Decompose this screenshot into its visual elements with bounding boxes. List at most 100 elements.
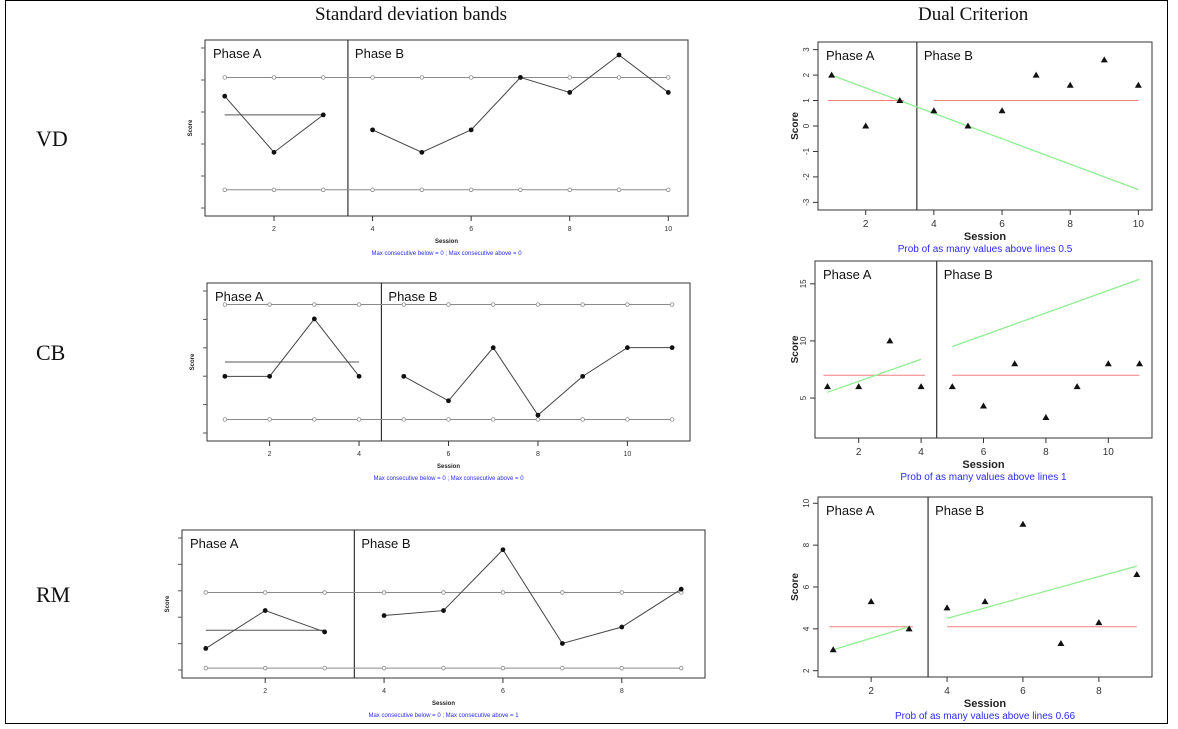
data-point xyxy=(828,71,836,78)
lower-sd-band-marker xyxy=(370,187,375,192)
x-tick-label: 2 xyxy=(263,688,267,695)
plot-area xyxy=(817,496,1153,678)
data-point xyxy=(1066,81,1074,88)
upper-sd-band-marker xyxy=(203,590,208,595)
lower-sd-band-marker xyxy=(446,417,451,422)
x-axis-title: Session xyxy=(437,464,460,470)
phase-b-trend-line xyxy=(952,278,1140,348)
data-point xyxy=(886,337,894,344)
phase-a-label: Phase A xyxy=(213,46,262,61)
lower-sd-band-marker xyxy=(567,187,572,192)
lower-sd-band-marker xyxy=(419,187,425,192)
data-point xyxy=(203,646,209,651)
data-point xyxy=(1104,360,1112,367)
lower-sd-band-marker xyxy=(381,665,387,671)
phase-a-series-line xyxy=(224,95,324,154)
data-point xyxy=(665,90,671,95)
lower-sd-band-marker xyxy=(222,187,227,192)
data-point xyxy=(624,345,630,351)
phase-a-label: Phase A xyxy=(826,48,875,63)
data-point xyxy=(1073,383,1081,390)
phase-b-label: Phase B xyxy=(388,289,437,304)
row-label-rm: RM xyxy=(36,582,71,607)
lower-sd-band-marker xyxy=(267,417,272,422)
phase-b-label: Phase B xyxy=(944,267,993,282)
footnote: Prob of as many values above lines 0.5 xyxy=(898,244,1073,255)
data-point xyxy=(855,383,863,390)
x-tick-label: 4 xyxy=(918,447,924,458)
footnote: Max consecutive below = 0 ; Max consecut… xyxy=(368,713,519,719)
y-axis-title: Score xyxy=(790,573,801,601)
data-point xyxy=(1057,640,1065,647)
upper-sd-band-marker xyxy=(222,302,228,307)
phase-b-series-line xyxy=(372,54,669,153)
data-point xyxy=(1133,570,1141,577)
x-tick-label: 8 xyxy=(1067,219,1073,230)
data-point xyxy=(1134,81,1142,88)
y-tick-label: 10 xyxy=(802,498,811,507)
phase-a-label: Phase A xyxy=(823,267,872,282)
upper-sd-band-marker xyxy=(446,302,451,307)
data-point xyxy=(518,75,523,80)
lower-sd-band-marker xyxy=(669,417,675,422)
chart-rm-dual-criterion: Phase A Phase B 2 4 6 8 2 4 6 8 10 Session Score Prob… xyxy=(790,496,1153,722)
upper-sd-band-marker xyxy=(491,302,496,307)
data-point xyxy=(867,598,875,605)
phase-a-series-line xyxy=(205,610,325,649)
phase-b-trend-line xyxy=(946,565,1137,620)
x-tick-label: 4 xyxy=(371,226,375,233)
lower-sd-band-marker xyxy=(518,187,523,192)
phase-a-series-line xyxy=(224,318,360,377)
x-tick-label: 2 xyxy=(268,451,272,458)
x-tick-label: 8 xyxy=(1096,686,1102,697)
plot-area xyxy=(814,260,1153,439)
y-axis-title: Score xyxy=(790,112,801,140)
x-tick-label: 2 xyxy=(856,447,862,458)
upper-sd-band-marker xyxy=(500,590,506,595)
data-point xyxy=(669,345,675,351)
data-point xyxy=(222,373,228,379)
data-point xyxy=(862,122,870,129)
data-point xyxy=(262,608,268,613)
x-tick-label: 6 xyxy=(501,688,505,695)
footnote: Prob of as many values above lines 1 xyxy=(900,472,1067,483)
upper-sd-band-marker xyxy=(666,75,671,80)
data-point xyxy=(1019,520,1027,527)
footnote: Max consecutive below = 0 ; Max consecut… xyxy=(373,476,524,482)
x-axis-title: Session xyxy=(435,239,458,245)
y-tick-label: 2 xyxy=(802,668,811,673)
phase-b-label: Phase B xyxy=(361,536,410,551)
footnote: Prob of as many values above lines 0.66 xyxy=(895,711,1076,722)
upper-sd-band-marker xyxy=(441,590,446,595)
upper-sd-band-marker xyxy=(321,75,326,80)
phase-a-trend-line xyxy=(827,358,922,393)
x-tick-label: 4 xyxy=(944,686,950,697)
data-point xyxy=(1042,413,1050,420)
x-tick-label: 4 xyxy=(931,219,937,230)
lower-sd-band-marker xyxy=(263,665,268,671)
data-point xyxy=(981,598,989,605)
row-label-cb: CB xyxy=(36,340,66,365)
lower-sd-band-marker xyxy=(535,417,541,422)
y-tick-label: 8 xyxy=(802,542,811,547)
phase-a-label: Phase A xyxy=(190,536,239,551)
y-tick-label: 10 xyxy=(799,336,808,345)
upper-sd-band-marker xyxy=(222,75,227,80)
data-point xyxy=(322,629,328,635)
y-tick-label: 3 xyxy=(802,47,811,52)
y-axis-title: Score xyxy=(790,335,801,363)
lower-sd-band-marker xyxy=(441,665,446,671)
phase-b-label: Phase B xyxy=(935,503,984,518)
data-point xyxy=(980,402,987,409)
data-point xyxy=(446,398,451,404)
y-axis-title: Score xyxy=(190,353,196,370)
upper-sd-band-marker xyxy=(580,302,585,307)
data-point xyxy=(1032,71,1040,78)
x-tick-label: 10 xyxy=(664,226,672,233)
x-tick-label: 6 xyxy=(981,447,987,458)
trend-line xyxy=(831,74,1139,191)
phase-b-series-line xyxy=(384,548,682,645)
x-axis-title: Session xyxy=(432,701,455,707)
data-point xyxy=(917,383,925,390)
lower-sd-band-marker xyxy=(321,187,326,192)
